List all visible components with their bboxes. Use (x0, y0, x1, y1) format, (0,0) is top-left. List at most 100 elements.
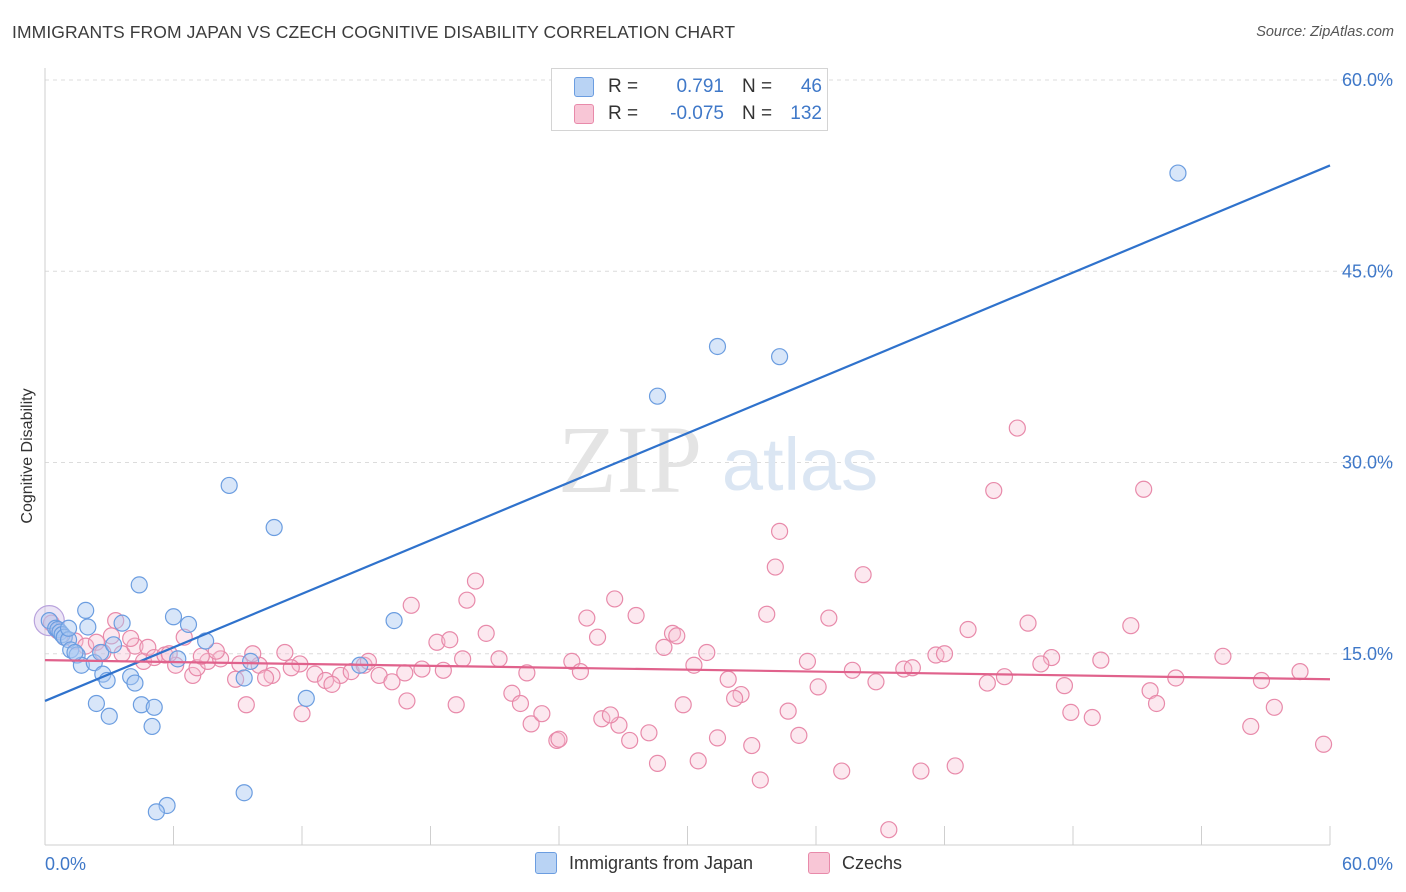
czech-point (533, 705, 551, 723)
legend-r-value: -0.075 (670, 103, 724, 124)
czech-point (593, 710, 611, 728)
czech-point (959, 620, 977, 639)
czech-point (490, 650, 508, 668)
czech-point (668, 627, 686, 645)
japan-point (169, 650, 187, 668)
y-tick-label: 30.0% (1342, 453, 1393, 473)
czech-point (441, 631, 459, 649)
japan-point (235, 784, 253, 802)
czech-point (477, 624, 495, 642)
czech-point (674, 696, 692, 714)
czech-point (640, 724, 658, 742)
legend-n-label: N = (742, 76, 773, 97)
axes-layer (44, 68, 1331, 846)
czech-point (751, 771, 769, 789)
czech-point (843, 661, 862, 679)
czech-point (985, 481, 1003, 500)
x-tick-label: 60.0% (1342, 854, 1393, 874)
czech-point (458, 591, 476, 609)
legend-row-japan: R = 0.791 N = 46 (574, 75, 822, 99)
japan-point (66, 643, 84, 662)
czech-point (1314, 735, 1333, 753)
czech-point (1055, 677, 1074, 695)
czech-point (1083, 708, 1101, 727)
czech-point (880, 821, 898, 839)
japan-trend-line (44, 164, 1331, 702)
czech-point (903, 659, 921, 677)
czech-point (601, 706, 620, 724)
czech-point (1265, 698, 1283, 716)
czech-point (854, 566, 872, 584)
japan-point (143, 717, 161, 736)
japan-point (113, 614, 131, 632)
japan-point (648, 387, 667, 405)
czech-point (946, 757, 964, 775)
legend-swatch-czech (574, 104, 594, 124)
czech-point (790, 726, 808, 744)
czech-point (398, 692, 416, 710)
czech-point (627, 606, 645, 625)
japan-point (235, 669, 253, 687)
czech-point (207, 642, 225, 660)
y-tick-label: 45.0% (1342, 261, 1393, 281)
japan-point (242, 652, 260, 671)
czech-point (511, 694, 530, 713)
legend-item-japan[interactable]: Immigrants from Japan (535, 852, 753, 874)
legend-row-czech: R = -0.075 N = 132 (574, 102, 822, 126)
czech-point (927, 646, 945, 664)
japan-point (147, 803, 165, 821)
czech-point (726, 689, 744, 707)
japan-point (1169, 164, 1187, 182)
czech-point (454, 650, 472, 668)
czech-point (447, 696, 465, 714)
japan-point (179, 615, 198, 634)
japan-point (297, 689, 315, 707)
czech-point (689, 752, 707, 770)
czech-trend-line (44, 659, 1331, 681)
japan-point (220, 476, 238, 495)
czech-point (766, 558, 784, 576)
czech-point (708, 729, 727, 747)
czech-point (1214, 647, 1232, 665)
czech-point (995, 668, 1014, 686)
legend-swatch-japan (574, 77, 594, 97)
czech-point (293, 705, 311, 723)
czech-point (1135, 480, 1153, 498)
japan-point (158, 796, 176, 815)
y-tick-label: 15.0% (1342, 644, 1393, 664)
czech-point (383, 673, 401, 691)
trend-lines (44, 164, 1331, 702)
japan-point (126, 674, 144, 692)
czech-point (571, 662, 590, 681)
legend-label-japan: Immigrants from Japan (569, 852, 754, 873)
czech-point (434, 661, 452, 679)
czech-point (282, 659, 300, 677)
czech-point (719, 670, 737, 688)
czech-point (578, 609, 596, 627)
legend-item-czechs[interactable]: Czechs (808, 852, 902, 874)
legend-swatch-japan (535, 852, 557, 874)
czech-point (1042, 648, 1061, 667)
czech-point (912, 762, 930, 780)
japan-point (265, 518, 283, 537)
legend-r-value: 0.791 (676, 76, 724, 97)
czech-point (1008, 419, 1026, 437)
czech-point (621, 731, 639, 750)
czech-point (396, 664, 414, 682)
czechs-points (33, 419, 1333, 839)
czech-point (1291, 662, 1309, 681)
chart-title: IMMIGRANTS FROM JAPAN VS CZECH COGNITIVE… (12, 22, 736, 42)
japan-point (77, 601, 95, 620)
czech-point (1122, 617, 1140, 635)
japan-point (59, 619, 78, 637)
czech-point (655, 638, 673, 656)
czech-point (820, 609, 838, 627)
czech-point (758, 605, 776, 623)
czech-point (139, 638, 157, 656)
japan-point (85, 654, 103, 672)
czech-point (276, 643, 294, 662)
czech-point (1252, 671, 1271, 690)
czech-point (798, 652, 817, 671)
japan-point (68, 646, 86, 664)
